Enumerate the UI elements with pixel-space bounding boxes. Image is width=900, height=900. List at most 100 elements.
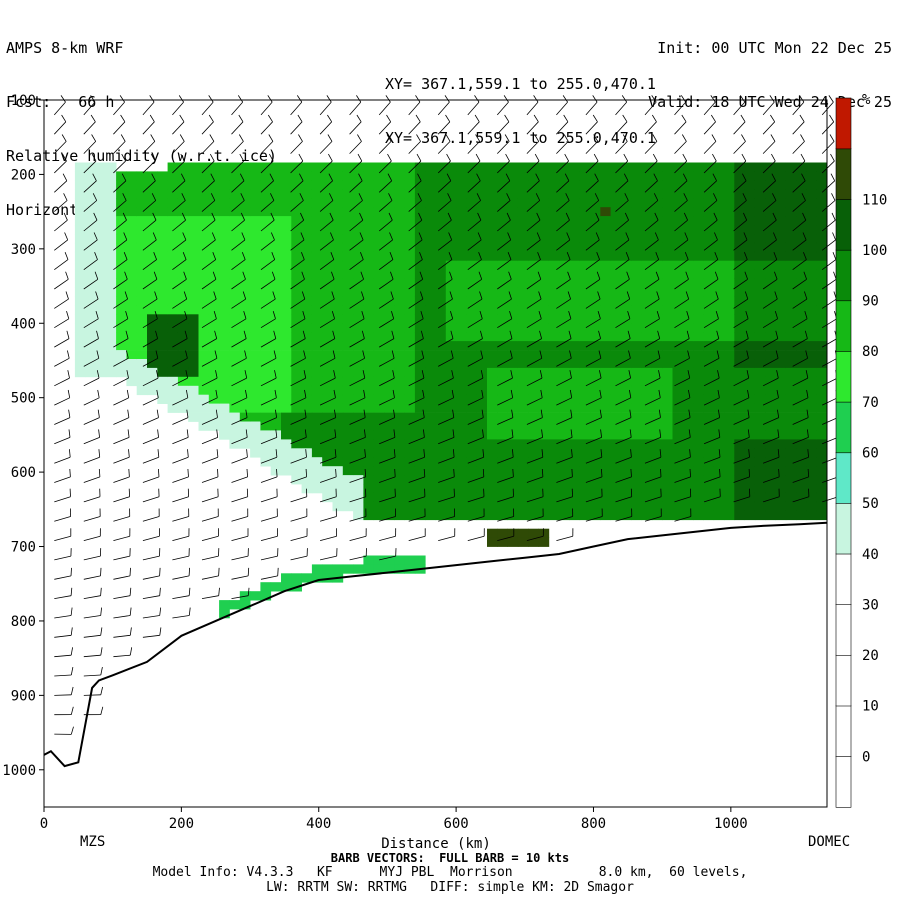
wind-barb-flag <box>534 153 540 162</box>
rh-cell <box>693 296 704 306</box>
rh-cell <box>95 189 107 199</box>
rh-cell <box>703 385 715 396</box>
wind-barb-flag <box>450 310 454 319</box>
rh-cell <box>579 171 591 181</box>
rh-cell <box>713 359 725 369</box>
wind-barb-flag <box>563 114 569 123</box>
rh-cell <box>373 501 385 512</box>
wind-barb-flag <box>506 212 511 221</box>
rh-cell <box>754 394 766 404</box>
rh-cell <box>353 510 364 521</box>
wind-barb-flag <box>744 271 748 280</box>
rh-cell <box>507 385 519 396</box>
wind-barb <box>113 357 129 367</box>
wind-barb <box>290 338 306 348</box>
wind-barb-flag <box>70 627 73 636</box>
rh-cell <box>631 412 642 422</box>
wind-barb <box>644 259 659 271</box>
wind-barb <box>497 141 510 154</box>
rh-cell <box>600 180 611 190</box>
rh-cell <box>219 171 230 181</box>
rh-cell <box>796 394 807 404</box>
rh-cell <box>662 359 673 369</box>
wind-barb <box>703 239 718 251</box>
rh-cell <box>322 332 333 342</box>
rh-cell <box>445 385 457 396</box>
wind-barb <box>231 101 244 116</box>
rh-cell <box>754 510 766 521</box>
rh-cell <box>693 323 704 333</box>
wind-barb <box>172 456 189 464</box>
rh-cell <box>538 403 550 413</box>
wind-barb-flag <box>331 310 335 319</box>
wind-barb <box>54 278 69 290</box>
wind-barb <box>526 476 544 483</box>
rh-cell <box>456 216 467 226</box>
rh-cell <box>785 234 797 244</box>
wind-barb-flag <box>418 212 423 221</box>
rh-cell <box>620 421 632 431</box>
wind-barb <box>644 456 662 464</box>
rh-cell <box>353 162 364 172</box>
wind-barb <box>172 219 186 232</box>
rh-cell <box>373 278 385 288</box>
rh-cell <box>724 198 735 208</box>
rh-cell <box>548 207 560 217</box>
rh-cell <box>394 421 405 431</box>
wind-barb-flag <box>507 232 512 241</box>
rh-cell <box>456 180 467 190</box>
wind-barb-flag <box>244 350 247 359</box>
rh-cell <box>744 350 756 360</box>
rh-cell <box>796 269 807 279</box>
rh-cell <box>775 448 787 458</box>
rh-cell <box>476 278 488 288</box>
wind-barb <box>615 219 629 232</box>
wind-barb-flag <box>565 212 570 221</box>
rh-cell <box>693 412 704 422</box>
rh-cell <box>322 341 333 351</box>
rh-cell <box>342 242 354 253</box>
rh-cell <box>116 251 127 262</box>
colorbar-tick-label: 30 <box>862 597 879 613</box>
wind-barb <box>674 516 692 522</box>
wind-barb-flag <box>96 350 100 359</box>
wind-barb <box>615 417 632 425</box>
rh-cell <box>734 367 745 378</box>
wind-barb <box>644 141 658 154</box>
wind-barb-flag <box>802 212 807 221</box>
rh-cell <box>342 466 354 476</box>
wind-barb-flag <box>453 449 455 458</box>
rh-cell <box>785 350 797 360</box>
rh-cell <box>507 207 519 217</box>
rh-cell <box>239 394 251 404</box>
wind-barb <box>290 298 306 309</box>
rh-cell <box>816 403 828 413</box>
wind-barb <box>437 121 451 135</box>
rh-cell <box>600 332 611 342</box>
rh-cell <box>404 242 416 253</box>
rh-cell <box>734 198 745 208</box>
rh-cell <box>435 403 447 413</box>
rh-cell <box>517 439 529 449</box>
rh-cell <box>301 457 313 467</box>
wind-barb <box>201 377 218 387</box>
rh-cell <box>167 171 179 181</box>
rh-cell <box>198 403 210 413</box>
rh-cell <box>620 314 632 324</box>
wind-barb <box>821 278 837 290</box>
rh-cell <box>672 216 684 226</box>
rh-cell <box>569 475 581 485</box>
rh-cell <box>641 189 653 199</box>
wind-barb <box>172 417 189 425</box>
wind-barb-flag <box>360 252 364 260</box>
wind-barb-flag <box>596 271 601 280</box>
rh-cell <box>322 457 333 467</box>
wind-barb <box>83 654 101 658</box>
rh-cell <box>662 457 673 467</box>
rh-cell <box>610 376 622 387</box>
rh-cell <box>167 260 179 270</box>
rh-cell <box>435 287 447 297</box>
rh-cell <box>693 475 704 485</box>
rh-cell <box>322 287 333 297</box>
rh-cell <box>260 305 272 315</box>
